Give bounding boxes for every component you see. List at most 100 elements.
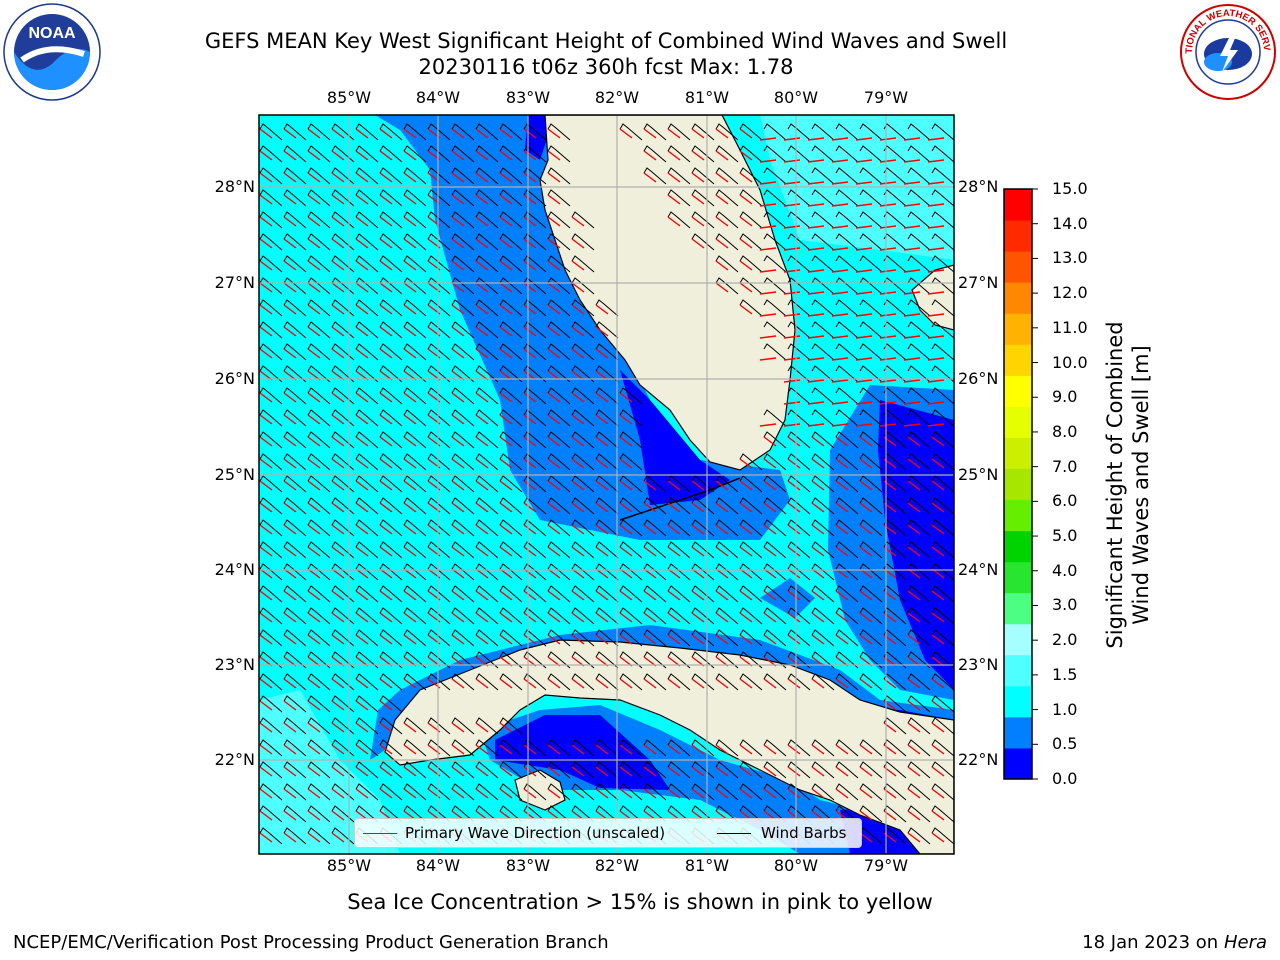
wave-direction-arrow — [307, 238, 321, 249]
wave-direction-arrow — [571, 524, 585, 535]
wave-direction-arrow — [907, 436, 921, 447]
wave-direction-arrow — [331, 744, 345, 755]
wind-barb — [331, 607, 355, 625]
wave-direction-arrow — [739, 150, 753, 161]
wind-barb — [931, 651, 954, 669]
wind-barb — [763, 783, 787, 801]
wind-barb — [547, 189, 571, 207]
wave-direction-arrow — [403, 722, 417, 733]
wind-barb — [259, 233, 283, 251]
sea-ice-note: Sea Ice Concentration > 15% is shown in … — [347, 890, 933, 914]
wind-barb — [835, 255, 859, 273]
wave-direction-arrow — [931, 436, 945, 447]
wave-direction-arrow — [571, 326, 585, 337]
wave-direction-arrow — [715, 766, 729, 777]
wave-direction-arrow — [451, 414, 465, 425]
wind-barb — [931, 387, 954, 405]
wave-direction-arrow — [451, 722, 465, 733]
wind-barb — [643, 629, 667, 647]
wind-barb — [643, 673, 667, 691]
wind-barb — [739, 189, 763, 207]
wave-direction-arrow — [807, 225, 825, 229]
wind-barb — [859, 651, 883, 669]
wave-direction-arrow — [787, 502, 801, 513]
wave-direction-arrow — [379, 502, 393, 513]
colorbar-tick-label-4: 11.0 — [1052, 317, 1088, 337]
wind-barb — [523, 365, 547, 383]
wave-direction-arrow — [331, 414, 345, 425]
colorbar-swatch-16 — [1004, 251, 1032, 283]
wind-barb — [859, 673, 883, 691]
wave-direction-arrow — [547, 216, 561, 227]
wind-barb — [283, 431, 307, 449]
wind-barb — [859, 211, 883, 229]
wind-barb — [811, 651, 835, 669]
wave-direction-arrow — [855, 181, 873, 185]
wind-barb — [859, 409, 883, 427]
wind-barb — [403, 409, 427, 427]
wind-barb — [547, 145, 571, 163]
wind-barb — [931, 321, 954, 339]
wind-barb — [307, 629, 331, 647]
wave-direction-arrow — [547, 788, 561, 799]
wave-direction-arrow — [547, 128, 561, 139]
wind-barb — [763, 233, 787, 251]
dark-blue-region-floridabay — [620, 370, 730, 505]
wave-direction-arrow — [903, 335, 921, 339]
wave-direction-arrow — [523, 150, 537, 161]
wave-direction-arrow — [259, 282, 273, 293]
wind-barb — [619, 585, 643, 603]
wind-barb — [331, 541, 355, 559]
wind-barb — [883, 827, 907, 845]
wave-direction-arrow — [523, 326, 537, 337]
wind-barb — [907, 453, 931, 471]
wind-barb — [355, 783, 379, 801]
wind-barb — [355, 409, 379, 427]
wave-direction-arrow — [331, 590, 345, 601]
wave-direction-arrow — [355, 546, 369, 557]
wave-direction-arrow — [355, 128, 369, 139]
wave-direction-arrow — [307, 150, 321, 161]
colorbar-swatch-7 — [1004, 530, 1032, 563]
wind-barb — [595, 739, 619, 757]
wind-barb — [787, 145, 811, 163]
wind-barb — [355, 145, 379, 163]
wave-direction-arrow — [547, 546, 561, 557]
wave-direction-arrow — [355, 194, 369, 205]
colorbar-swatch-14 — [1004, 313, 1032, 345]
wind-barb — [307, 365, 331, 383]
wind-barb — [787, 409, 811, 427]
wave-direction-arrow — [807, 401, 825, 405]
wind-barb — [595, 321, 619, 339]
wind-barb — [547, 365, 571, 383]
wave-direction-arrow — [307, 744, 321, 755]
wave-direction-arrow — [831, 423, 849, 427]
wind-barb — [859, 189, 883, 207]
wind-barb — [859, 277, 883, 295]
wave-direction-arrow — [571, 612, 585, 623]
wind-barb — [547, 497, 571, 515]
wind-barb — [763, 277, 787, 295]
wave-direction-arrow — [931, 744, 945, 755]
wind-barb — [787, 739, 811, 757]
wind-barb — [715, 123, 739, 141]
wind-barb — [523, 453, 547, 471]
wind-barb — [787, 189, 811, 207]
wave-direction-arrow — [523, 480, 537, 491]
wave-direction-arrow — [379, 436, 393, 447]
wind-barb — [259, 739, 283, 757]
wind-barb — [859, 805, 883, 823]
primary-wave-legend-label: Primary Wave Direction (unscaled) — [405, 824, 666, 842]
wave-direction-arrow — [879, 313, 897, 317]
wind-barb — [619, 761, 643, 779]
wind-barb — [859, 255, 883, 273]
wave-direction-arrow — [595, 326, 609, 337]
wave-direction-arrow — [855, 357, 873, 361]
wind-barb — [499, 453, 523, 471]
wind-barb — [835, 453, 859, 471]
wave-direction-arrow — [475, 634, 489, 645]
wave-direction-arrow — [331, 238, 345, 249]
wave-direction-arrow — [307, 546, 321, 557]
wind-barb — [379, 761, 403, 779]
wave-direction-arrow — [643, 766, 657, 777]
